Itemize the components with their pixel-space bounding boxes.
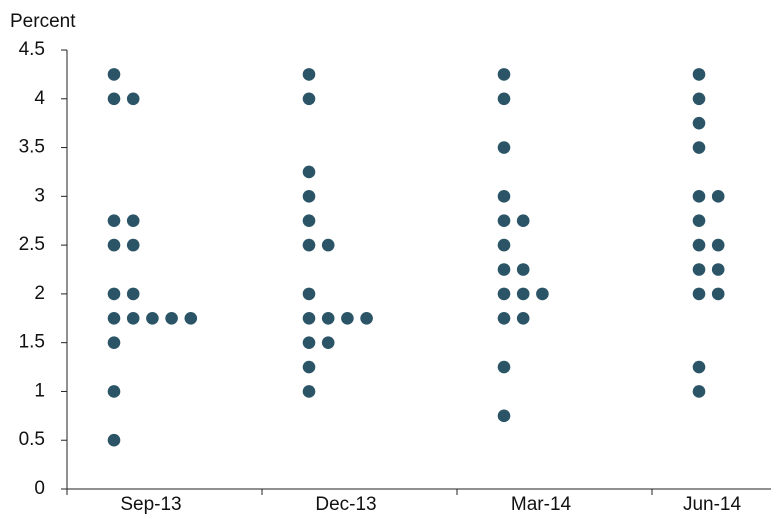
- dot: [497, 263, 511, 276]
- dot: [107, 336, 121, 349]
- dot: [126, 311, 140, 325]
- dot: [497, 409, 511, 423]
- dot: [692, 263, 706, 276]
- y-tick-label: 1.5: [19, 332, 45, 353]
- dot: [302, 311, 316, 325]
- x-tick-label: Dec-13: [315, 494, 376, 514]
- dot: [321, 238, 335, 252]
- dot: [302, 214, 316, 228]
- dot: [692, 68, 706, 81]
- dot: [302, 165, 316, 179]
- dot: [302, 190, 316, 203]
- dot: [107, 238, 121, 252]
- y-tick-label: 0: [34, 478, 45, 499]
- y-axis-label: Percent: [10, 11, 76, 32]
- dot: [497, 287, 511, 301]
- dot: [692, 92, 706, 106]
- dot: [107, 385, 121, 398]
- dot: [302, 238, 316, 252]
- dot: [107, 311, 121, 325]
- y-tick-label: 3.5: [19, 137, 45, 158]
- dot: [497, 360, 511, 374]
- dot: [711, 190, 725, 203]
- y-tick-label: 0.5: [19, 429, 45, 450]
- dot: [302, 287, 316, 301]
- dot: [536, 287, 549, 301]
- dot: [516, 263, 530, 276]
- dot: [516, 214, 530, 228]
- dot: [497, 238, 511, 252]
- dot: [107, 433, 121, 447]
- dot: [302, 360, 316, 374]
- dot: [107, 287, 121, 301]
- dot: [107, 92, 121, 106]
- dot: [692, 214, 706, 228]
- dot: [302, 68, 316, 81]
- dot: [126, 287, 140, 301]
- dot: [107, 214, 121, 228]
- y-tick-label: 3: [34, 185, 45, 206]
- dot: [341, 311, 354, 325]
- dot: [302, 385, 316, 398]
- dot: [126, 214, 140, 228]
- dot: [360, 311, 373, 325]
- dot: [302, 336, 316, 349]
- dot: [692, 360, 706, 374]
- dot: [497, 141, 511, 154]
- dot: [146, 311, 159, 325]
- dot: [692, 287, 706, 301]
- y-tick-label: 2.5: [19, 234, 45, 255]
- dot: [497, 311, 511, 325]
- dot: [711, 287, 725, 301]
- dot: [184, 311, 198, 325]
- dot: [497, 214, 511, 228]
- dot: [321, 336, 335, 349]
- dot: [302, 92, 316, 106]
- y-tick-label: 2: [34, 283, 45, 304]
- dot: [321, 311, 335, 325]
- dot: [711, 263, 725, 276]
- dot: [497, 92, 511, 106]
- dot: [692, 190, 706, 203]
- dot: [497, 190, 511, 203]
- dot: [692, 141, 706, 154]
- y-tick-label: 1: [34, 380, 45, 401]
- dot: [692, 116, 706, 130]
- dot: [126, 92, 140, 106]
- x-tick-label: Sep-13: [120, 494, 181, 514]
- dot: [692, 238, 706, 252]
- dot: [497, 68, 511, 81]
- y-tick-label: 4.5: [19, 39, 45, 60]
- y-tick-label: 4: [34, 88, 45, 109]
- dot: [711, 238, 725, 252]
- x-tick-label: Mar-14: [511, 494, 572, 514]
- dot: [516, 287, 530, 301]
- dot: [516, 311, 530, 325]
- dot: [126, 238, 140, 252]
- x-tick-label: Jun-14: [683, 494, 742, 514]
- dot: [107, 68, 121, 81]
- dot: [165, 311, 178, 325]
- dot: [692, 385, 706, 398]
